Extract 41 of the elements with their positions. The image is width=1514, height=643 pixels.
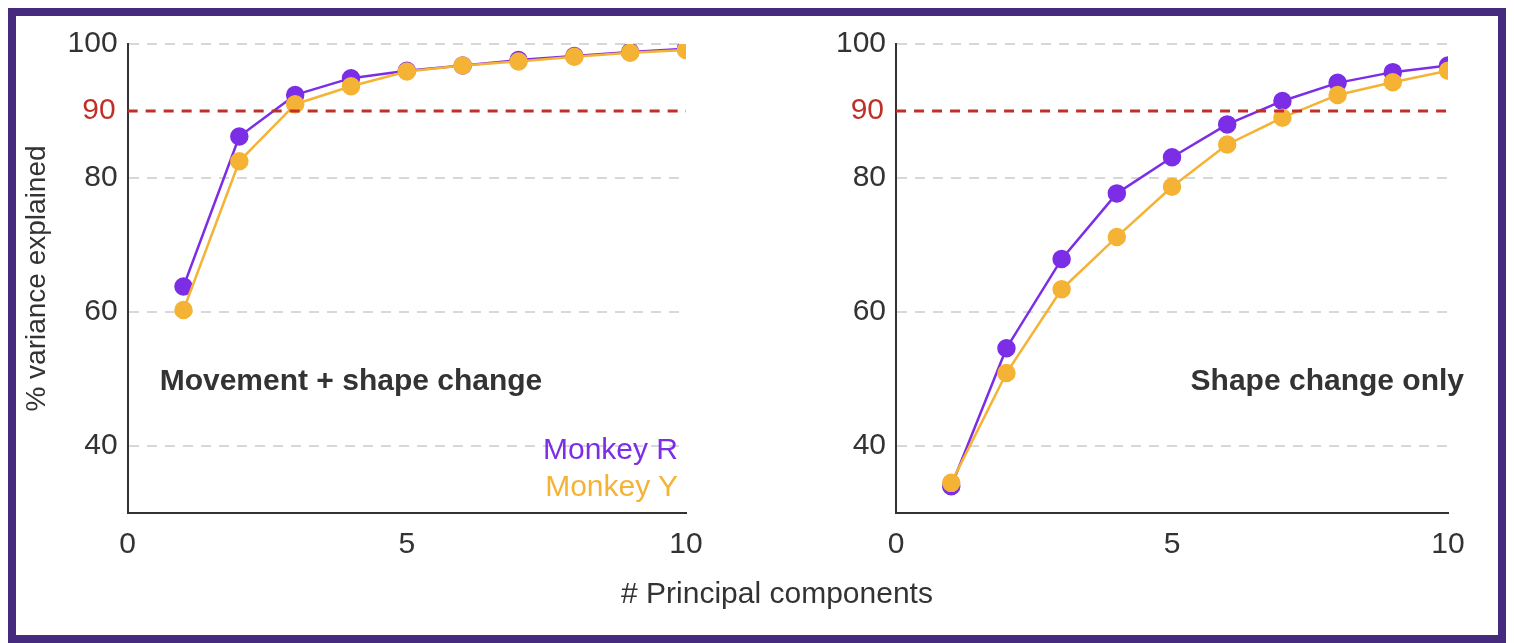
ref-line-label: 90 bbox=[82, 92, 116, 126]
y-axis-title: % variance explained bbox=[19, 145, 51, 412]
text: Monkey Y bbox=[545, 469, 678, 503]
point bbox=[230, 152, 249, 171]
point bbox=[1328, 85, 1347, 105]
point bbox=[1107, 227, 1127, 247]
point bbox=[1162, 147, 1182, 167]
annotation: Movement + shape change bbox=[159, 362, 543, 396]
point bbox=[1273, 108, 1292, 127]
x-tick-label: 5 bbox=[398, 526, 416, 560]
point bbox=[1273, 91, 1292, 111]
point bbox=[1162, 177, 1182, 196]
point bbox=[997, 363, 1016, 383]
point bbox=[230, 127, 249, 146]
x-axis-title: # Principal components bbox=[620, 576, 934, 610]
point bbox=[1383, 72, 1403, 92]
ref-line-label: 90 bbox=[850, 92, 885, 126]
x-tick-label: 0 bbox=[119, 526, 136, 560]
annotation: Shape change only bbox=[1190, 362, 1465, 396]
x-tick-label: 5 bbox=[1163, 526, 1181, 560]
point bbox=[1217, 115, 1237, 134]
point bbox=[174, 277, 193, 296]
point bbox=[341, 76, 361, 96]
x-tick-label: 0 bbox=[887, 526, 905, 560]
text: Monkey R bbox=[542, 432, 678, 466]
x-tick-label: 10 bbox=[669, 526, 703, 560]
y-tick-label: 80 bbox=[84, 159, 118, 193]
point bbox=[1052, 279, 1071, 299]
point bbox=[1107, 184, 1127, 203]
point bbox=[1217, 135, 1237, 154]
y-tick-label: 60 bbox=[852, 293, 887, 327]
y-tick-label: 80 bbox=[852, 159, 887, 193]
y-tick-label: 40 bbox=[84, 427, 118, 461]
y-tick-label: 100 bbox=[67, 25, 118, 59]
point bbox=[1052, 249, 1071, 269]
x-tick-label: 10 bbox=[1431, 526, 1465, 560]
point bbox=[997, 338, 1016, 358]
y-tick-label: 40 bbox=[852, 427, 887, 461]
y-tick-label: 60 bbox=[84, 293, 118, 327]
y-tick-label: 100 bbox=[835, 25, 887, 59]
point bbox=[174, 300, 193, 320]
